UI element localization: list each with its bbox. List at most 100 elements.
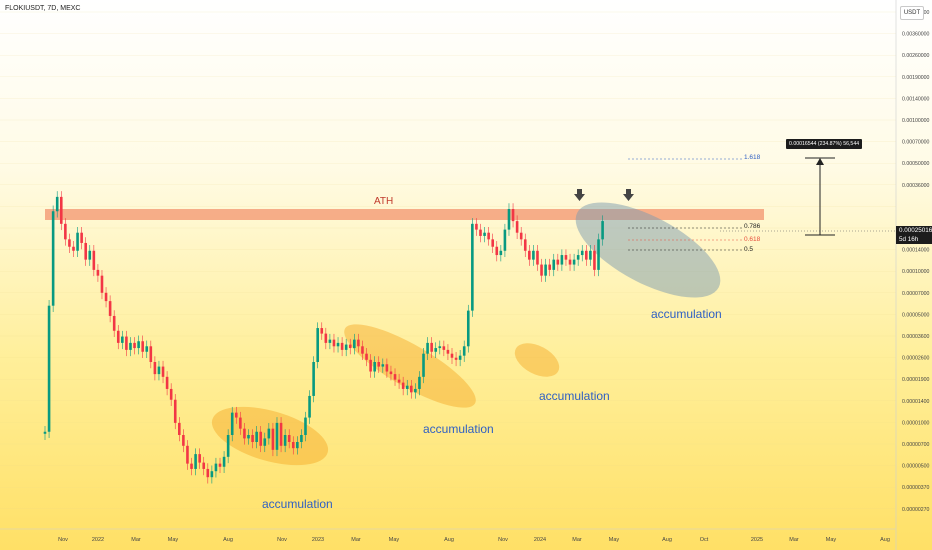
candle (536, 245, 539, 271)
candle (511, 203, 515, 228)
candle (552, 253, 556, 277)
price-tick-label: 0.00000270 (902, 507, 930, 513)
fib-lines (628, 158, 742, 251)
candle (454, 351, 458, 367)
candle (487, 226, 490, 246)
candle (206, 463, 210, 484)
candle (434, 342, 438, 359)
candle (320, 322, 324, 340)
candle (519, 226, 523, 246)
candle (186, 440, 189, 470)
candle (373, 356, 376, 378)
candle (84, 237, 87, 266)
candle (283, 429, 287, 453)
time-tick-label: May (168, 537, 179, 543)
price-tick-label: 0.00001000 (902, 420, 930, 426)
candle (202, 456, 206, 476)
candle (332, 333, 336, 353)
candle (393, 368, 397, 386)
accumulation-label-4: accumulation (651, 307, 722, 321)
candle (100, 269, 104, 300)
time-tick-label: Mar (131, 537, 141, 543)
ath-label: ATH (374, 196, 394, 207)
price-axis[interactable]: 0.005000000.003600000.002600000.00190000… (902, 10, 930, 513)
candle (141, 335, 144, 359)
price-tick-label: 0.00260000 (902, 53, 930, 59)
candle (568, 253, 572, 271)
candle (76, 226, 79, 258)
candle (499, 245, 503, 262)
candle (381, 358, 385, 373)
candle (239, 411, 242, 435)
grid (0, 11, 896, 509)
candle (589, 245, 592, 266)
price-tick-label: 0.00010000 (902, 269, 930, 275)
candle (548, 258, 551, 277)
current-price-label: 0.00025016 5d 16h (896, 226, 932, 244)
candle (178, 417, 181, 442)
candle (234, 406, 238, 424)
candle (446, 344, 450, 360)
candle (458, 349, 462, 367)
candle (145, 340, 149, 359)
candle (401, 376, 405, 396)
price-tick-label: 0.00001400 (902, 399, 930, 405)
candle (438, 340, 442, 355)
candle (462, 340, 466, 362)
candle (418, 371, 421, 396)
time-tick-label: May (389, 537, 400, 543)
accumulation-label-2: accumulation (423, 422, 494, 436)
time-tick-label: Aug (223, 537, 233, 543)
candle (507, 203, 511, 236)
candle (422, 347, 425, 384)
candle (43, 426, 47, 441)
candle (593, 245, 596, 277)
candle (251, 429, 254, 449)
candle (125, 330, 128, 357)
measure-tool[interactable] (805, 157, 835, 236)
candle (564, 249, 568, 266)
candle (544, 258, 547, 282)
time-tick-label: Mar (351, 537, 361, 543)
fib-label-0786: 0.786 (744, 223, 761, 230)
candle (55, 191, 59, 218)
candle (296, 436, 299, 455)
price-tick-label: 0.00050000 (902, 161, 930, 167)
candle (483, 226, 486, 243)
measure-tooltip: 0.00016544 (234.87%) 56,544 (786, 139, 863, 149)
price-tick-label: 0.00005000 (902, 312, 930, 318)
candle (601, 215, 604, 246)
candle (365, 347, 368, 367)
accumulation-zone-3 (514, 343, 560, 377)
candle (88, 245, 92, 266)
candle (324, 327, 328, 350)
currency-badge[interactable]: USDT (900, 6, 924, 20)
fib-label-0618: 0.618 (744, 236, 761, 243)
candle (336, 337, 340, 353)
time-tick-label: Nov (277, 537, 287, 543)
accumulation-zone-2 (344, 324, 476, 408)
candle (316, 322, 319, 369)
price-tick-label: 0.00001900 (902, 377, 930, 383)
candle (389, 365, 393, 381)
candle (47, 299, 51, 439)
candle (450, 347, 454, 364)
candle (560, 249, 564, 271)
candle (328, 333, 332, 350)
candle (104, 287, 108, 308)
candle (173, 394, 177, 430)
time-tick-label: Aug (662, 537, 672, 543)
candle (479, 223, 482, 243)
time-tick-label: Nov (58, 537, 68, 543)
candle (263, 432, 267, 453)
time-tick-label: 2024 (534, 537, 546, 543)
time-axis[interactable]: Nov 2022 Mar May Aug Nov 2023 Mar May Aug Nov 2024 M… (58, 537, 890, 543)
candle (471, 218, 474, 317)
price-tick-label: 0.00003600 (902, 334, 930, 340)
fib-label-1618: 1.618 (744, 154, 761, 161)
candle (190, 457, 193, 476)
symbol-title: FLOKIUSDT, 7D, MEXC (5, 5, 81, 12)
time-tick-label: Aug (444, 537, 454, 543)
